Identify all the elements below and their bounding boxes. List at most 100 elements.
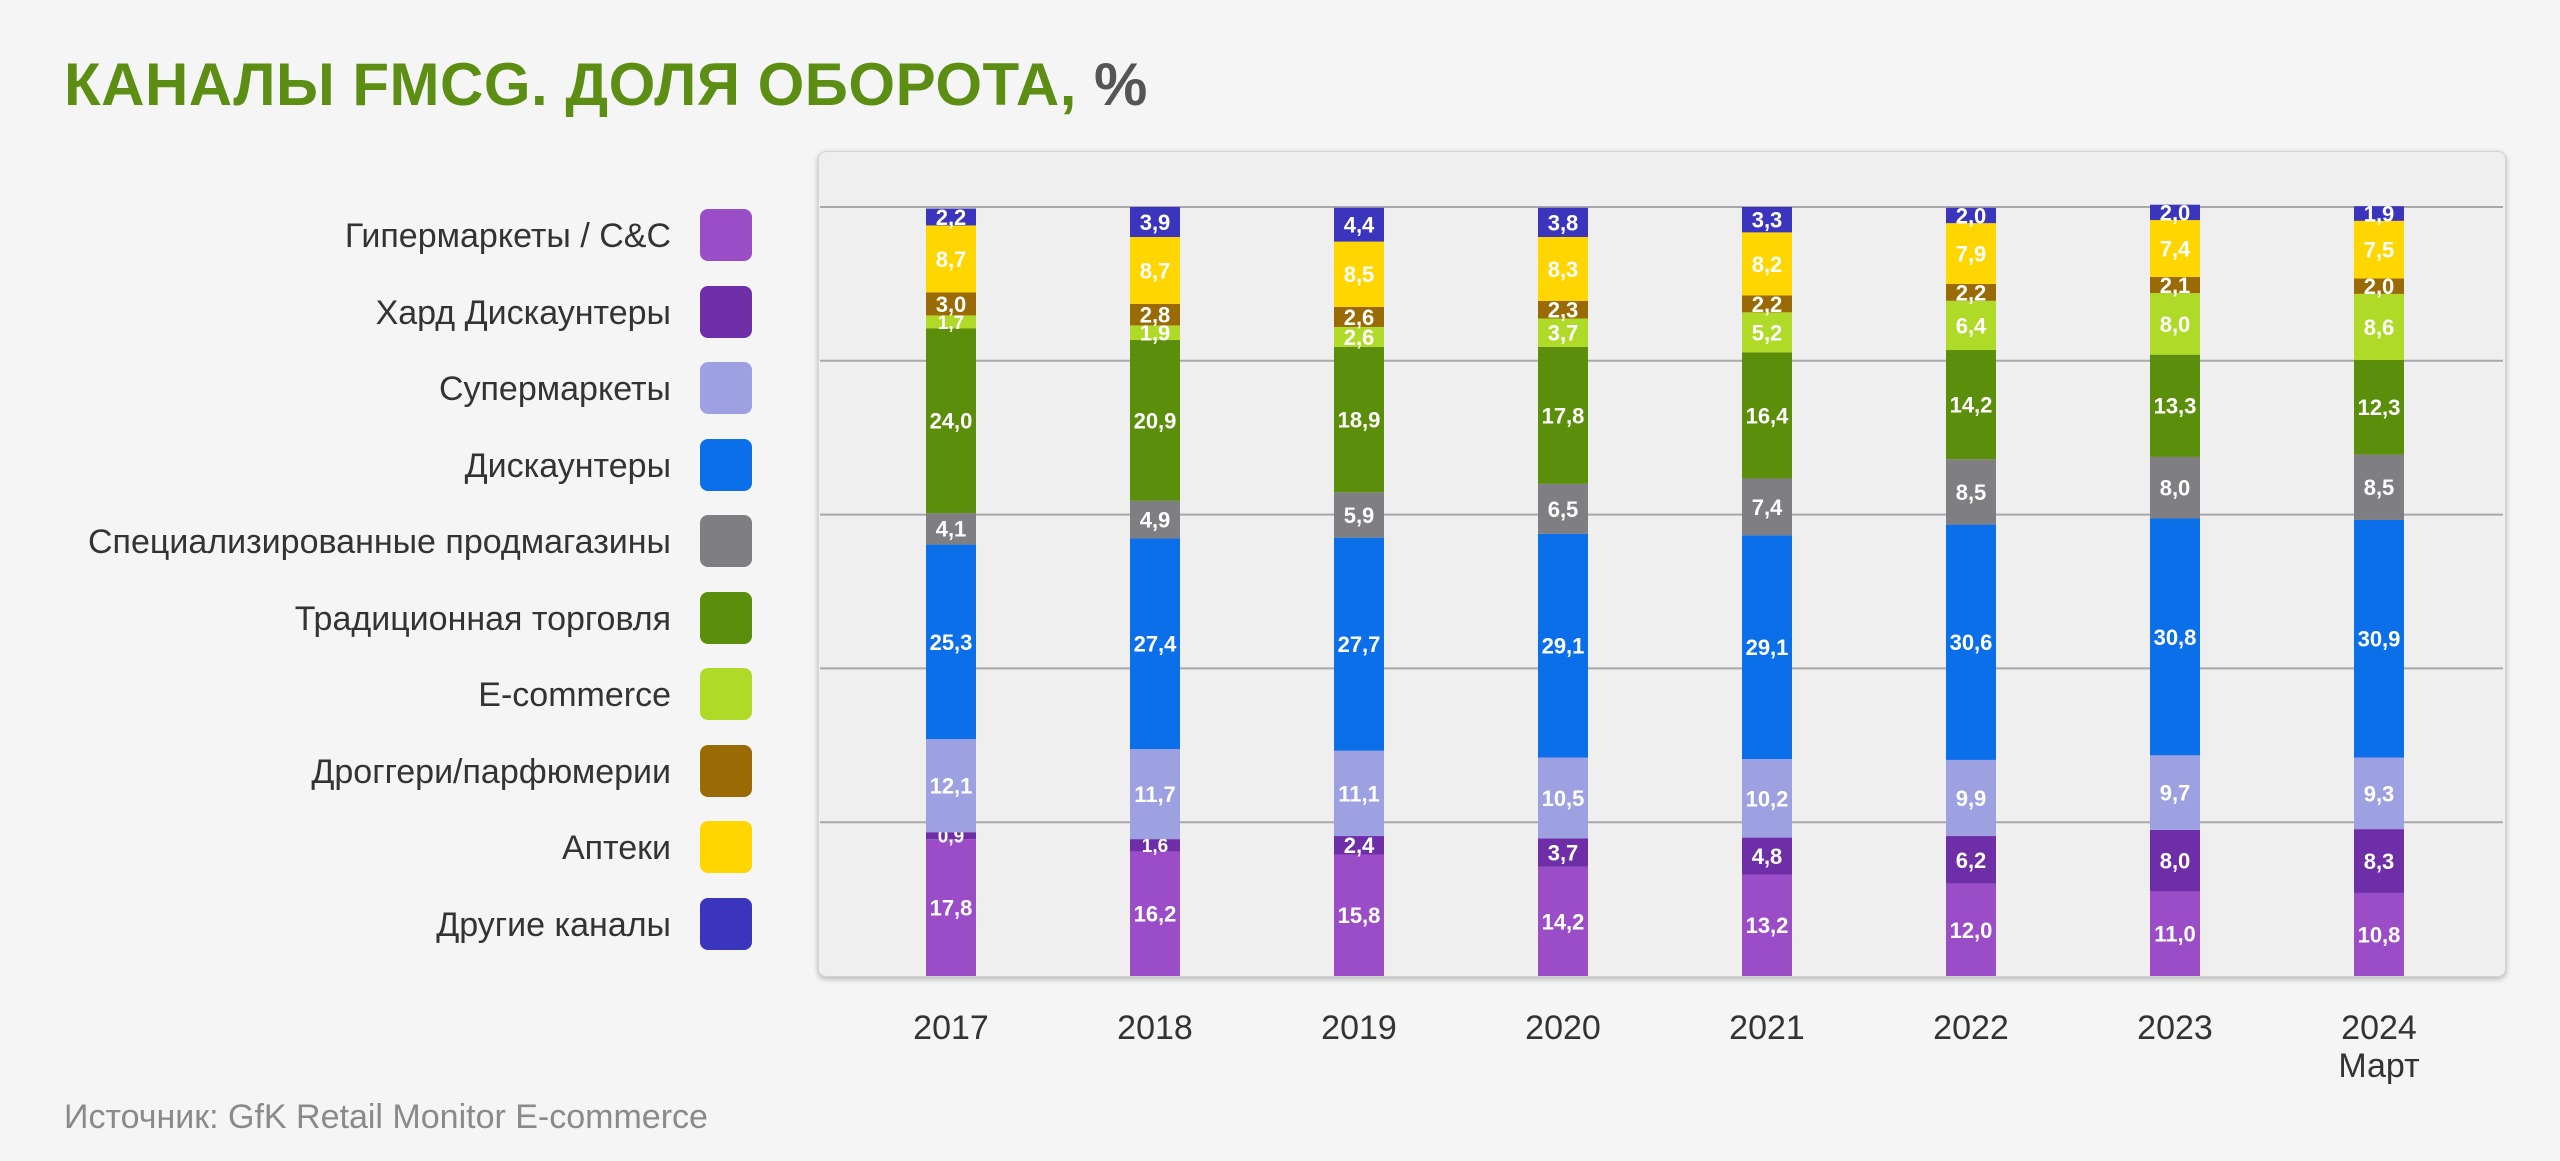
- bar-segment: [1946, 300, 1996, 351]
- bar-segment: [1334, 537, 1384, 751]
- data-label: 2,6: [1344, 305, 1375, 330]
- bar-segment: [926, 513, 976, 545]
- legend-label: Другие каналы: [436, 905, 671, 944]
- data-label: 27,4: [1134, 632, 1178, 657]
- data-label: 2,4: [1344, 833, 1375, 858]
- data-label: 8,6: [2364, 315, 2395, 340]
- bar-segment: [1946, 350, 1996, 460]
- data-label: 29,1: [1542, 634, 1585, 659]
- bar-segment: [1334, 241, 1384, 307]
- data-label: 8,7: [936, 247, 967, 272]
- bar-segment: [1946, 883, 1996, 976]
- data-label: 6,5: [1548, 497, 1579, 522]
- data-label: 18,9: [1338, 408, 1381, 433]
- data-label: 16,2: [1134, 902, 1177, 927]
- x-tick-label: 2023: [2137, 1009, 2213, 1047]
- data-label: 7,4: [2160, 236, 2191, 261]
- bar-segment: [2150, 220, 2200, 277]
- legend-label: Традиционная торговля: [294, 599, 671, 638]
- data-label: 8,0: [2160, 476, 2191, 501]
- source-note: Источник: GfK Retail Monitor E-commerce: [64, 1098, 708, 1136]
- legend-swatch: [700, 821, 752, 873]
- bar-segment: [2150, 891, 2200, 976]
- bar-segment: [1538, 318, 1588, 347]
- legend-item: Хард Дискаунтеры: [0, 285, 760, 340]
- plot-area: [818, 151, 2506, 977]
- data-label: 17,8: [930, 895, 973, 920]
- legend-label: Аптеки: [561, 829, 671, 867]
- data-label: 8,0: [2160, 849, 2191, 874]
- legend-item: Специализированные продмагазины: [0, 515, 760, 569]
- data-label: 13,3: [2154, 394, 2197, 419]
- data-label: 10,8: [2358, 922, 2401, 947]
- data-label: 30,8: [2154, 625, 2197, 650]
- x-tick-label: 2022: [1933, 1009, 2009, 1047]
- data-label: 3,0: [936, 292, 967, 317]
- bar-segment: [1742, 535, 1792, 760]
- bar-segment: [926, 315, 976, 329]
- x-tick-label: 2021: [1729, 1009, 1805, 1047]
- legend-item: Супермаркеты: [0, 362, 760, 416]
- data-label: 8,5: [1956, 480, 1987, 505]
- data-label: 3,7: [1548, 840, 1579, 865]
- legend-item: Гипермаркеты / C&C: [0, 209, 760, 263]
- bar-segment: [1946, 524, 1996, 760]
- legend-swatch: [700, 744, 752, 797]
- legend-swatch: [700, 209, 752, 261]
- bar-segment: [1742, 295, 1792, 313]
- legend-label: Дроггери/парфюмерии: [311, 752, 671, 791]
- legend-swatch: [700, 515, 752, 567]
- data-label: 6,4: [1956, 313, 1987, 338]
- data-label: 2,6: [1344, 325, 1375, 350]
- bar-segment: [1946, 836, 1996, 884]
- bar-segment: [1742, 352, 1792, 479]
- bar-segment: [1334, 207, 1384, 242]
- data-label: 12,0: [1950, 918, 1993, 943]
- data-label: 8,0: [2160, 312, 2191, 337]
- bar-segment: [2354, 220, 2404, 279]
- data-label: 3,3: [1752, 208, 1783, 233]
- bar-segment: [1130, 303, 1180, 326]
- data-label: 8,7: [1140, 258, 1171, 283]
- data-label: 4,1: [936, 517, 967, 542]
- data-label: 2,8: [1140, 303, 1171, 328]
- bar-segment: [1334, 346, 1384, 493]
- bar-segment: [2150, 204, 2200, 221]
- bar-segment: [1130, 749, 1180, 840]
- legend-label: Специализированные продмагазины: [88, 523, 671, 561]
- data-label: 8,2: [1752, 252, 1783, 277]
- data-label: 9,3: [2364, 781, 2395, 806]
- data-label: 15,8: [1338, 903, 1381, 928]
- bar-segment: [1946, 223, 1996, 284]
- bar-segment: [1130, 538, 1180, 750]
- data-label: 7,5: [2364, 238, 2395, 263]
- data-label: 20,9: [1134, 408, 1177, 433]
- legend-item: Дроггери/парфюмерии: [0, 744, 760, 799]
- data-label: 8,5: [1344, 262, 1375, 287]
- data-label: 10,5: [1542, 786, 1585, 811]
- bar-segment: [926, 839, 976, 976]
- bar-segment: [1946, 459, 1996, 525]
- data-label: 2,3: [1548, 298, 1579, 323]
- data-label: 3,7: [1548, 321, 1579, 346]
- bar-segment: [1742, 312, 1792, 353]
- legend-swatch: [700, 591, 752, 644]
- bar-segment: [926, 739, 976, 833]
- bar-segment: [2354, 278, 2404, 294]
- chart-title-main: КАНАЛЫ FMCG. ДОЛЯ ОБОРОТА,: [64, 51, 1077, 118]
- x-tick-label: 2019: [1321, 1009, 1397, 1047]
- data-label: 27,7: [1338, 632, 1381, 657]
- bar-segment: [1334, 326, 1384, 347]
- data-label: 13,2: [1746, 913, 1789, 938]
- data-label: 3,9: [1140, 210, 1171, 235]
- bar-segment: [1130, 500, 1180, 539]
- x-tick-label: 2020: [1525, 1009, 1601, 1047]
- bar-segment: [1130, 839, 1180, 852]
- data-label: 8,5: [2364, 475, 2395, 500]
- bar-segment: [1334, 750, 1384, 837]
- legend-swatch: [700, 668, 752, 720]
- x-tick-label: 2024: [2341, 1009, 2417, 1047]
- data-label: 12,1: [930, 774, 973, 799]
- data-label: 5,2: [1752, 320, 1783, 345]
- bar-segment: [2354, 360, 2404, 455]
